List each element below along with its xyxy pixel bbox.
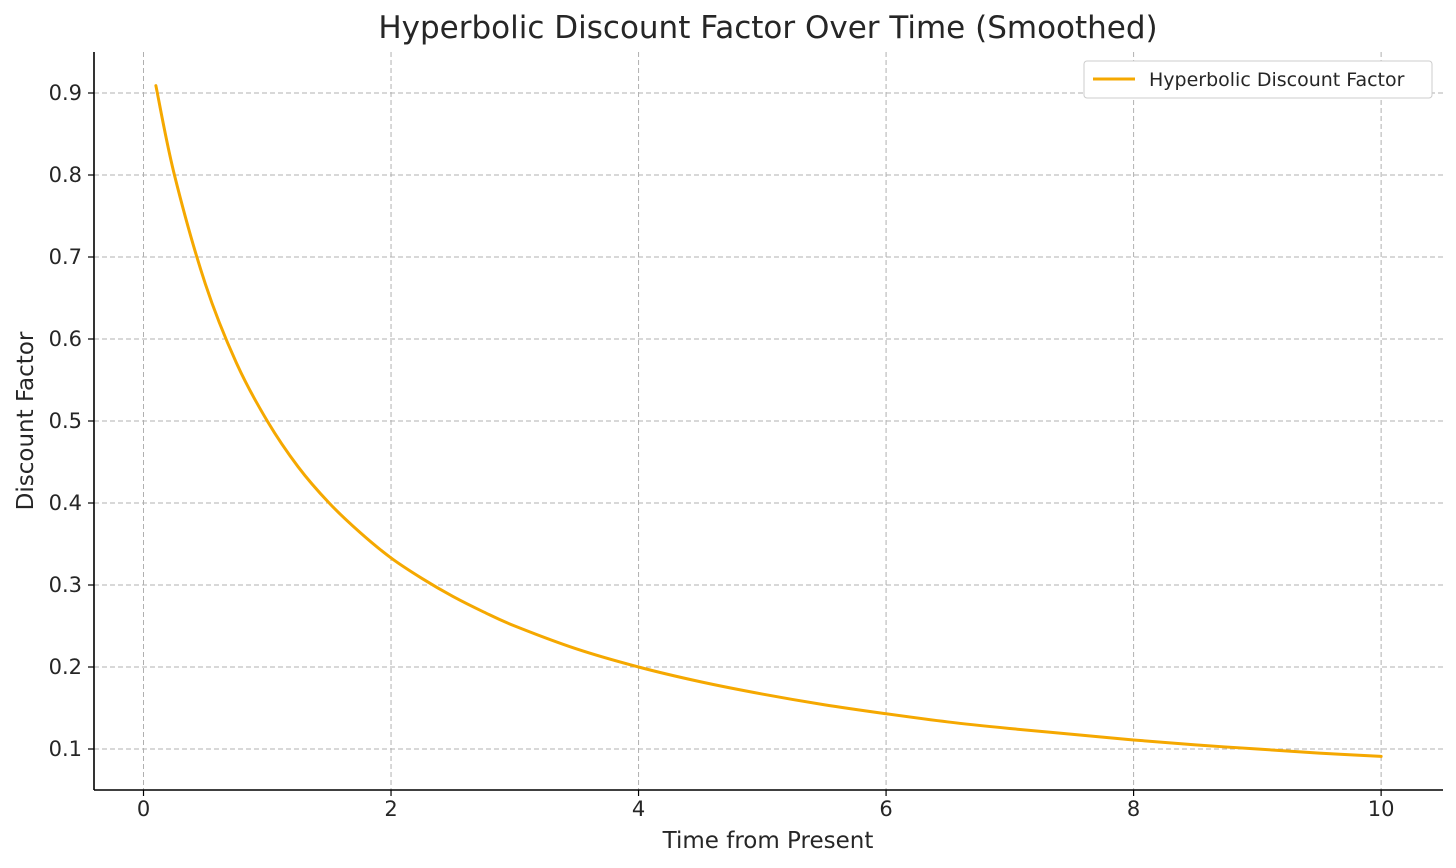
x-tick-label: 4 [632,797,645,821]
y-tick-label: 0.5 [49,409,82,433]
x-tick-label: 2 [384,797,397,821]
chart-title: Hyperbolic Discount Factor Over Time (Sm… [378,10,1157,46]
series-line [154,84,1383,758]
legend: Hyperbolic Discount Factor [1083,60,1433,99]
y-ticks: 0.1 0.2 0.3 0.4 0.5 0.6 0.7 0.8 0.9 [49,81,94,761]
grid [94,52,1443,790]
x-ticks: 0 2 4 6 8 10 [137,790,1395,821]
x-tick-label: 6 [879,797,892,821]
y-tick-label: 0.2 [49,655,82,679]
y-tick-label: 0.6 [49,327,82,351]
x-tick-label: 8 [1127,797,1140,821]
y-tick-label: 0.7 [49,245,82,269]
series-layer [154,84,1383,758]
y-tick-label: 0.9 [49,81,82,105]
legend-box [1083,60,1433,99]
y-tick-label: 0.4 [49,491,82,515]
y-axis-label: Discount Factor [13,331,39,510]
legend-label: Hyperbolic Discount Factor [1149,69,1405,91]
x-axis-label: Time from Present [662,828,874,854]
x-tick-label: 10 [1368,797,1395,821]
y-tick-label: 0.1 [49,737,82,761]
y-tick-label: 0.8 [49,163,82,187]
x-tick-label: 0 [137,797,150,821]
y-tick-label: 0.3 [49,573,82,597]
